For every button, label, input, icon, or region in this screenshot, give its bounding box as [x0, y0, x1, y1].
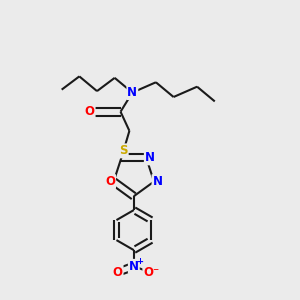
Text: O: O — [105, 175, 115, 188]
Text: N: N — [127, 86, 137, 99]
Text: O: O — [112, 266, 123, 279]
Text: N: N — [145, 152, 155, 164]
Text: O⁻: O⁻ — [143, 266, 160, 279]
Text: O: O — [85, 105, 94, 118]
Text: N: N — [129, 260, 139, 273]
Text: +: + — [136, 256, 143, 266]
Text: N: N — [152, 175, 163, 188]
Text: S: S — [119, 144, 128, 158]
